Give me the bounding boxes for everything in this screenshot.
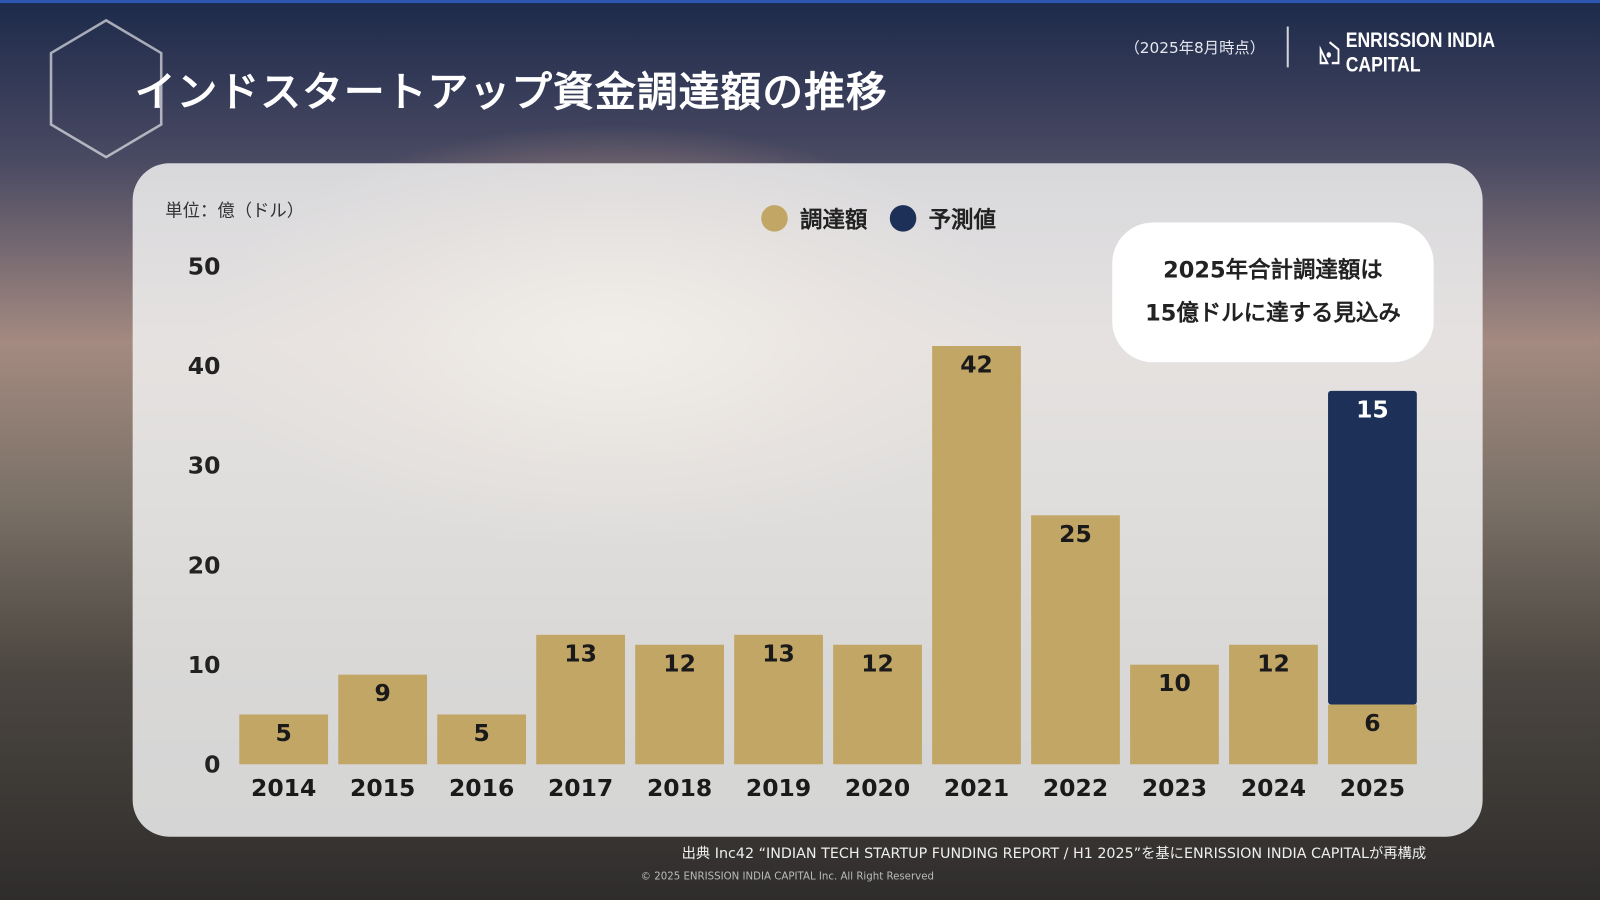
logo-text: ENRISSION INDIA CAPITAL xyxy=(1345,28,1495,77)
bar-funding-2020 xyxy=(833,644,922,765)
bar-value-label: 25 xyxy=(1059,520,1092,548)
bar-funding-2022 xyxy=(1031,515,1120,765)
x-tick-label: 2019 xyxy=(746,774,811,802)
x-tick-label: 2017 xyxy=(548,774,613,802)
bar-funding-2019 xyxy=(734,634,823,765)
legend-swatch-forecast xyxy=(889,205,917,232)
y-tick-label: 0 xyxy=(204,750,220,778)
bar-funding-2017 xyxy=(536,634,625,765)
bar-value-label: 10 xyxy=(1158,669,1191,697)
x-tick-label: 2018 xyxy=(647,774,712,802)
x-tick-label: 2016 xyxy=(449,774,514,802)
x-tick-label: 2014 xyxy=(251,774,316,802)
legend: 調達額 予測値 xyxy=(761,202,996,235)
company-logo: ENRISSION INDIA CAPITAL xyxy=(1318,29,1549,78)
y-tick-label: 40 xyxy=(188,352,221,380)
page-title: インドスタートアップ資金調達額の推移 xyxy=(134,69,888,117)
x-tick-label: 2015 xyxy=(350,774,415,802)
bar-funding-2016 xyxy=(437,714,527,765)
y-tick-label: 20 xyxy=(188,551,221,579)
bar-forecast-2025 xyxy=(1328,390,1417,705)
bar-funding-2018 xyxy=(635,644,724,765)
y-tick-label: 50 xyxy=(188,252,221,280)
bar-value-label: 13 xyxy=(564,639,597,667)
bar-value-label: 5 xyxy=(276,719,292,747)
y-tick-label: 30 xyxy=(188,452,221,480)
copyright: © 2025 ENRISSION INDIA CAPITAL Inc. All … xyxy=(640,871,934,883)
bar-funding-2023 xyxy=(1130,664,1219,765)
forecast-value-label: 15 xyxy=(1356,395,1389,423)
legend-label-forecast: 予測値 xyxy=(928,208,996,234)
annotation-line-2: 15億ドルに達する見込み xyxy=(1145,300,1401,327)
bar-value-label: 12 xyxy=(861,649,894,677)
source-note: 出典 Inc42 “INDIAN TECH STARTUP FUNDING RE… xyxy=(681,845,1427,863)
bar-value-label: 5 xyxy=(473,719,489,747)
bar-funding-2025 xyxy=(1328,704,1417,765)
legend-swatch-funding xyxy=(761,205,788,232)
unit-label: 単位：億（ドル） xyxy=(165,201,305,222)
x-tick-label: 2025 xyxy=(1340,774,1405,802)
x-tick-label: 2022 xyxy=(1043,774,1108,802)
bar-funding-2014 xyxy=(239,714,329,765)
logo-house-icon xyxy=(1319,41,1340,65)
bar-value-label: 6 xyxy=(1364,709,1380,737)
bar-funding-2021 xyxy=(932,345,1021,765)
x-tick-label: 2023 xyxy=(1142,774,1207,802)
bar-funding-2024 xyxy=(1229,644,1318,765)
bar-funding-2015 xyxy=(338,674,428,765)
bar-value-label: 12 xyxy=(663,649,696,677)
x-tick-label: 2021 xyxy=(944,774,1009,802)
hexagon-decoration-icon xyxy=(49,18,163,159)
bar-value-label: 12 xyxy=(1257,649,1290,677)
x-tick-label: 2024 xyxy=(1241,774,1306,802)
legend-label-funding: 調達額 xyxy=(799,208,868,234)
bar-value-label: 13 xyxy=(762,639,795,667)
divider xyxy=(1286,26,1289,68)
x-tick-label: 2020 xyxy=(845,774,910,802)
annotation-line-1: 2025年合計調達額は xyxy=(1163,257,1383,284)
bar-value-label: 42 xyxy=(960,351,993,379)
as-of-date: （2025年8月時点） xyxy=(1124,38,1266,58)
annotation-callout: 2025年合計調達額は 15億ドルに達する見込み xyxy=(1112,222,1434,363)
bar-value-label: 9 xyxy=(374,679,390,707)
y-tick-label: 10 xyxy=(188,651,221,679)
